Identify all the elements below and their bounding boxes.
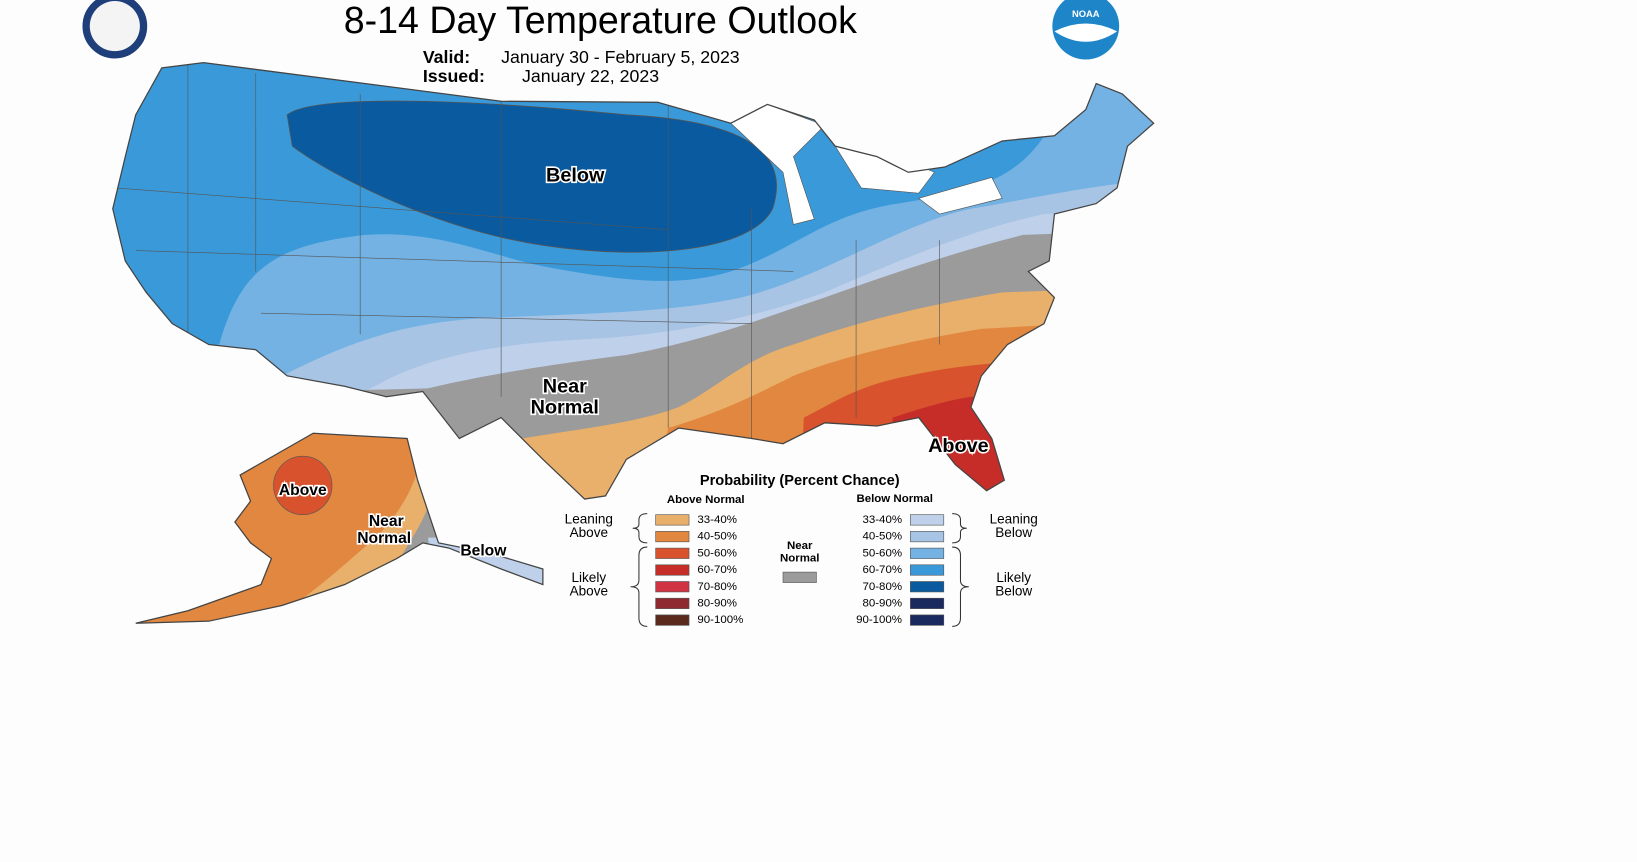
issued-label: Issued: bbox=[423, 66, 485, 86]
map-label: Below bbox=[460, 542, 507, 559]
noaa-gull bbox=[1054, 23, 1118, 42]
map-label: Above bbox=[279, 482, 327, 499]
legend-brace bbox=[630, 513, 969, 627]
legend-group: Leaning bbox=[990, 511, 1038, 526]
legend-label: 80-90% bbox=[862, 597, 902, 609]
legend-label: 60-70% bbox=[697, 564, 737, 576]
legend-label: 80-90% bbox=[697, 597, 737, 609]
legend-label: 50-60% bbox=[862, 547, 902, 559]
legend-swatch bbox=[782, 571, 817, 583]
alaska-map bbox=[135, 433, 543, 624]
legend-label: 90-100% bbox=[856, 614, 902, 626]
legend-swatch bbox=[910, 564, 945, 576]
legend-swatch bbox=[910, 514, 945, 526]
legend-near: Near bbox=[787, 540, 813, 552]
legend-label: 40-50% bbox=[697, 531, 737, 543]
legend-near: Normal bbox=[780, 553, 820, 565]
legend-group: Likely bbox=[571, 570, 606, 585]
legend-label: 70-80% bbox=[862, 581, 902, 593]
legend-label: 70-80% bbox=[697, 581, 737, 593]
valid-label: Valid: bbox=[423, 47, 470, 67]
map-label: Normal bbox=[531, 396, 599, 418]
legend-swatch bbox=[910, 597, 945, 609]
doc-seal-inner bbox=[89, 1, 140, 52]
legend-group: Above bbox=[570, 584, 608, 599]
legend-swatch bbox=[910, 547, 945, 559]
noaa-text: NOAA bbox=[1072, 8, 1100, 19]
legend-title: Probability (Percent Chance) bbox=[700, 473, 900, 489]
map-label: Above bbox=[928, 435, 989, 457]
legend-label: 33-40% bbox=[697, 514, 737, 526]
map-label: Near bbox=[543, 376, 587, 398]
legend-swatch bbox=[655, 531, 690, 543]
alaska-outline bbox=[135, 432, 544, 624]
legend-label: 60-70% bbox=[862, 564, 902, 576]
legend-swatch bbox=[655, 614, 690, 626]
legend-group: Likely bbox=[996, 570, 1031, 585]
legend-swatch bbox=[655, 581, 690, 593]
legend-swatch bbox=[910, 581, 945, 593]
legend: Probability (Percent Chance) Above Norma… bbox=[565, 473, 1038, 627]
legend-swatch bbox=[910, 614, 945, 626]
legend-swatch bbox=[655, 597, 690, 609]
legend-group: Below bbox=[995, 525, 1032, 540]
legend-header: Below Normal bbox=[856, 493, 932, 505]
legend-swatch bbox=[655, 564, 690, 576]
map-label: Normal bbox=[357, 530, 411, 547]
legend-label: 40-50% bbox=[862, 531, 902, 543]
legend-label: 50-60% bbox=[697, 547, 737, 559]
legend-swatch bbox=[910, 531, 945, 543]
issued-date: January 22, 2023 bbox=[522, 66, 659, 86]
legend-group: Above bbox=[570, 525, 608, 540]
title: 8-14 Day Temperature Outlook bbox=[344, 0, 857, 41]
legend-header: Above Normal bbox=[667, 494, 745, 506]
legend-label: 33-40% bbox=[862, 514, 902, 526]
legend-swatch bbox=[655, 547, 690, 559]
conus-outline bbox=[112, 62, 1155, 500]
map-label: Below bbox=[546, 165, 605, 187]
legend-swatch bbox=[655, 514, 690, 526]
legend-label: 90-100% bbox=[697, 614, 743, 626]
legend-group: Below bbox=[995, 584, 1032, 599]
legend-group: Leaning bbox=[565, 511, 613, 526]
map-label: Near bbox=[369, 513, 404, 530]
valid-dates: January 30 - February 5, 2023 bbox=[501, 47, 740, 67]
